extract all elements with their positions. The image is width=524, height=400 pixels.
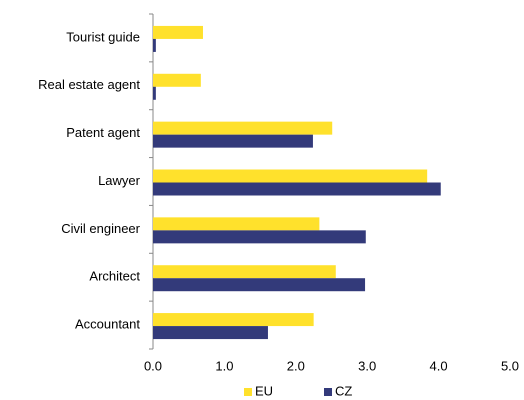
legend-swatch xyxy=(324,388,332,396)
y-tick-label: Civil engineer xyxy=(61,221,140,236)
bar xyxy=(153,121,333,135)
bar xyxy=(153,278,366,292)
y-tick-label: Lawyer xyxy=(98,173,141,188)
y-tick-label: Tourist guide xyxy=(66,29,140,44)
x-tick-label: 2.0 xyxy=(287,358,305,373)
bar xyxy=(153,134,313,148)
y-tick-label: Accountant xyxy=(75,317,140,332)
x-tick-label: 4.0 xyxy=(430,358,448,373)
x-tick-label: 5.0 xyxy=(501,358,519,373)
bar xyxy=(153,73,201,87)
bar xyxy=(153,217,320,231)
legend-swatch xyxy=(244,388,252,396)
bar xyxy=(153,230,366,244)
y-tick-label: Patent agent xyxy=(66,125,140,140)
legend-label: CZ xyxy=(335,383,352,398)
bar xyxy=(153,326,268,340)
bar xyxy=(153,38,156,52)
y-tick-label: Architect xyxy=(89,269,140,284)
y-tick-label: Real estate agent xyxy=(38,77,140,92)
bar xyxy=(153,25,203,39)
bar xyxy=(153,86,156,100)
x-tick-label: 0.0 xyxy=(144,358,162,373)
bar xyxy=(153,169,428,183)
bar xyxy=(153,313,314,327)
x-tick-label: 1.0 xyxy=(215,358,233,373)
bar xyxy=(153,265,336,279)
x-tick-label: 3.0 xyxy=(358,358,376,373)
bar xyxy=(153,182,441,196)
legend-label: EU xyxy=(255,383,273,398)
